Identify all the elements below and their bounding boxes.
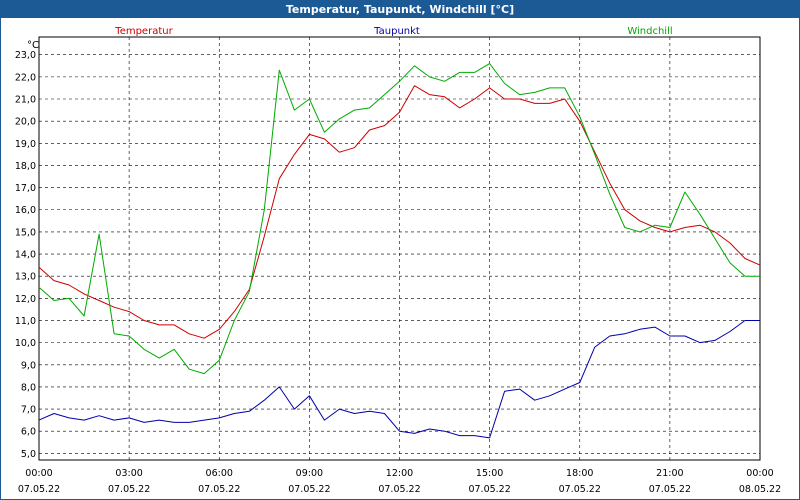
y-axis-unit-label: °C bbox=[27, 40, 39, 51]
y-tick-label: 12,0 bbox=[15, 294, 36, 305]
x-tick-date-label: 07.05.22 bbox=[378, 484, 420, 495]
y-tick-label: 13,0 bbox=[15, 272, 36, 283]
x-tick-time-label: 03:00 bbox=[115, 468, 142, 479]
y-tick-label: 7,0 bbox=[21, 405, 36, 416]
y-tick-label: 14,0 bbox=[15, 250, 36, 261]
y-tick-label: 8,0 bbox=[21, 382, 36, 393]
y-tick-label: 9,0 bbox=[21, 360, 36, 371]
series-line-temperatur bbox=[38, 85, 761, 339]
y-tick-label: 11,0 bbox=[15, 316, 36, 327]
y-tick-label: 20,0 bbox=[15, 117, 36, 128]
x-tick-date-label: 07.05.22 bbox=[649, 484, 691, 495]
series-lines bbox=[38, 63, 761, 439]
x-tick-date-label: 07.05.22 bbox=[18, 484, 60, 495]
x-axis-ticks: 00:00 07.05.22 03:00 07.05.22 06:00 07.05.22 0… bbox=[18, 468, 781, 495]
legend-windchill: Windchill bbox=[627, 26, 672, 37]
plot-area bbox=[38, 36, 761, 461]
series-line-windchill bbox=[38, 63, 760, 375]
x-tick-time-label: 18:00 bbox=[566, 468, 593, 479]
grid bbox=[39, 37, 760, 460]
y-tick-label: 6,0 bbox=[21, 427, 36, 438]
y-tick-label: 22,0 bbox=[15, 72, 36, 83]
x-tick-time-label: 00:00 bbox=[25, 468, 52, 479]
x-tick-time-label: 00:00 bbox=[746, 468, 773, 479]
x-tick-time-label: 09:00 bbox=[296, 468, 323, 479]
x-tick-date-label: 07.05.22 bbox=[559, 484, 601, 495]
x-tick-date-label: 07.05.22 bbox=[288, 484, 330, 495]
y-tick-label: 17,0 bbox=[15, 183, 36, 194]
y-tick-label: 15,0 bbox=[15, 227, 36, 238]
legend-taupunkt: Taupunkt bbox=[373, 26, 420, 37]
chart-title: Temperatur, Taupunkt, Windchill [°C] bbox=[1, 1, 799, 18]
y-tick-label: 10,0 bbox=[15, 338, 36, 349]
series-line-taupunkt bbox=[38, 320, 760, 439]
x-tick-date-label: 07.05.22 bbox=[468, 484, 510, 495]
y-tick-label: 18,0 bbox=[15, 161, 36, 172]
x-tick-time-label: 21:00 bbox=[656, 468, 683, 479]
y-axis-ticks: 5,0 6,0 7,0 8,0 9,0 10,0 11,0 12,0 13,0 14,0 15,0 1… bbox=[15, 50, 36, 460]
x-tick-date-label: 07.05.22 bbox=[198, 484, 240, 495]
x-tick-time-label: 15:00 bbox=[476, 468, 503, 479]
y-tick-label: 21,0 bbox=[15, 95, 36, 106]
legend-temperatur: Temperatur bbox=[114, 26, 173, 37]
y-tick-label: 23,0 bbox=[15, 50, 36, 61]
x-tick-time-label: 06:00 bbox=[206, 468, 233, 479]
x-tick-time-label: 12:00 bbox=[386, 468, 413, 479]
y-tick-label: 5,0 bbox=[21, 449, 36, 460]
y-tick-label: 19,0 bbox=[15, 139, 36, 150]
x-tick-date-label: 08.05.22 bbox=[739, 484, 781, 495]
y-tick-label: 16,0 bbox=[15, 205, 36, 216]
x-tick-date-label: 07.05.22 bbox=[108, 484, 150, 495]
